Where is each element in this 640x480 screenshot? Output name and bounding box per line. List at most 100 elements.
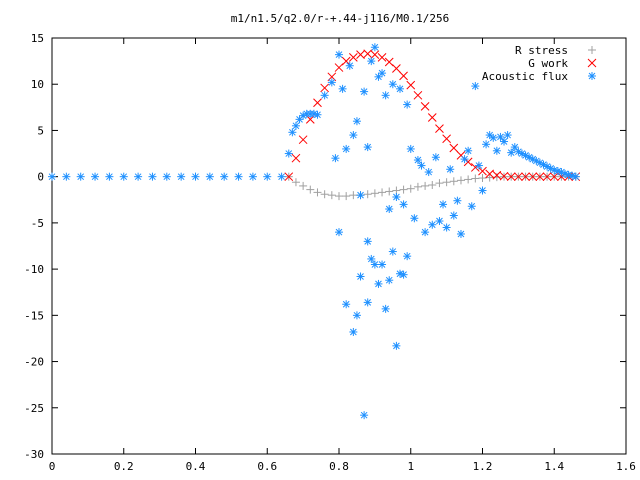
marker-stroke [313,98,322,108]
data-point [363,298,372,307]
data-point [320,83,330,93]
data-point [248,172,257,181]
data-point [234,172,243,181]
data-point [177,172,186,181]
data-point [395,269,404,278]
marker-stroke [558,168,565,176]
data-point [363,237,372,246]
y-tick-label: -5 [31,217,44,230]
data-point [395,84,404,93]
marker-stroke [348,53,358,62]
marker-stroke [475,162,483,169]
data-point [499,171,509,181]
marker-stroke [314,111,321,119]
marker-stroke [360,411,368,419]
data-point [360,87,369,96]
data-point [384,57,394,67]
data-point [428,180,437,189]
data-point [485,173,494,182]
marker-stroke [384,57,394,67]
data-point [370,189,379,198]
data-point [356,191,365,200]
data-point [528,172,538,182]
data-point [439,200,448,209]
marker-stroke [163,173,171,181]
data-point [48,172,56,181]
marker-stroke [106,173,113,181]
y-tick-label: -25 [24,402,44,415]
marker-stroke [335,228,343,236]
data-point [410,214,419,223]
marker-stroke [335,51,343,58]
chart-title: m1/n1.5/q2.0/r-+.44-j116/M0.1/256 [231,12,450,25]
marker-stroke [285,150,293,157]
legend-marker [588,72,596,80]
marker-stroke [485,169,495,179]
data-point [471,174,480,183]
data-point [335,192,343,201]
marker-stroke [396,85,404,93]
marker-stroke [454,197,461,205]
marker-stroke [443,224,450,231]
marker-stroke [450,212,458,219]
marker-stroke [418,162,425,169]
marker-stroke [572,173,580,181]
data-point [388,247,397,256]
data-point [456,229,465,238]
marker-stroke [414,156,422,164]
x-tick-label: 0.8 [329,460,349,473]
data-point [507,148,516,157]
marker-stroke [284,172,294,182]
marker-stroke [407,145,415,153]
data-point [474,161,483,170]
marker-stroke [561,170,569,178]
data-point [331,154,340,163]
marker-stroke [554,167,562,175]
data-point [263,172,272,181]
marker-stroke [206,173,214,181]
marker-stroke [456,151,466,160]
data-point [191,172,200,181]
marker-stroke [515,148,522,156]
data-point [546,164,555,173]
marker-stroke [393,193,400,201]
marker-stroke [192,173,199,181]
data-point [500,137,509,146]
marker-stroke [342,300,350,308]
marker-stroke [514,172,523,182]
marker-stroke [134,173,142,181]
marker-stroke [449,143,459,153]
series-acoustic-flux [48,43,580,420]
marker-stroke [378,69,386,77]
data-point [356,50,365,59]
marker-stroke [446,165,454,173]
data-point [327,78,336,87]
data-point [478,166,487,176]
data-point [76,172,85,181]
marker-stroke [91,173,99,181]
marker-stroke [353,117,361,125]
data-point [406,144,415,153]
marker-stroke [77,173,85,181]
marker-stroke [497,133,504,141]
marker-stroke [235,173,242,181]
data-point [549,172,559,182]
marker-stroke [588,72,596,80]
marker-stroke [479,187,486,194]
marker-stroke [493,147,501,155]
data-point [381,304,390,313]
marker-stroke [396,270,404,278]
marker-stroke [457,230,465,238]
marker-stroke [499,171,509,181]
data-point [381,91,390,100]
data-point [385,205,394,214]
marker-stroke [507,149,515,156]
data-point [399,71,408,81]
data-point [492,173,501,182]
marker-stroke [353,311,361,319]
marker-stroke [320,83,330,93]
data-point [277,172,286,181]
marker-stroke [363,49,373,59]
data-point [334,63,344,72]
data-point [370,260,379,269]
